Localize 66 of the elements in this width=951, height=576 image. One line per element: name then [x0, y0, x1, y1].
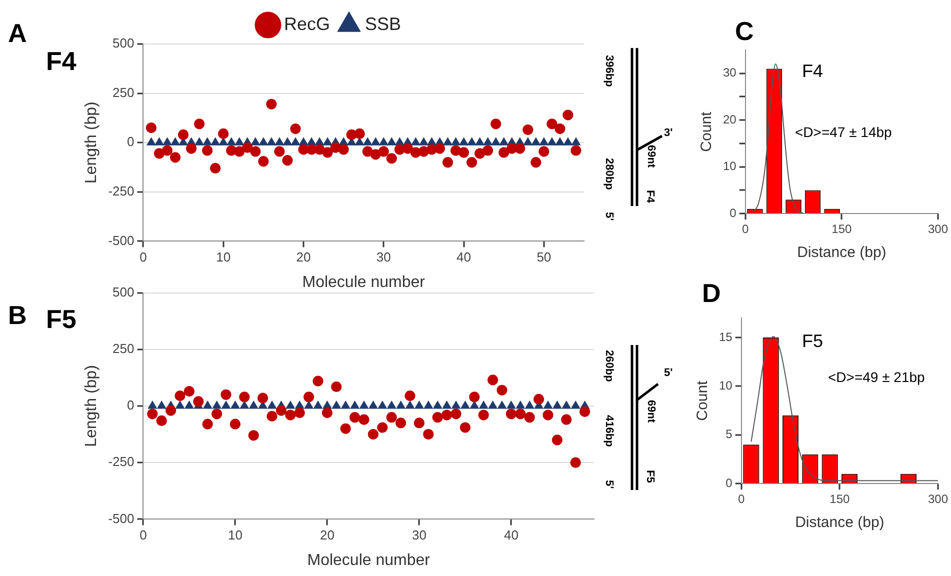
- x-tick-label: 300: [928, 222, 948, 236]
- x-axis-title: Distance (bp): [795, 514, 884, 532]
- x-tick-label: 300: [928, 492, 948, 506]
- text: D: [702, 278, 721, 308]
- x-axis-title: Distance (bp): [797, 244, 886, 262]
- y-tick-label: -500: [108, 232, 134, 248]
- text: 5': [603, 212, 615, 221]
- text: C: [735, 16, 754, 46]
- x-tick-label: 20: [320, 528, 334, 543]
- y-axis-title: Count: [698, 110, 716, 152]
- text: F5: [644, 470, 656, 483]
- text: 260bp: [603, 350, 615, 382]
- x-tick-label: 30: [376, 250, 391, 265]
- text: A: [8, 18, 27, 48]
- text: F4: [644, 190, 656, 203]
- text: 69nt: [645, 145, 657, 168]
- annotation: <D>=47 ± 14bp: [795, 124, 892, 140]
- annotation: <D>=49 ± 21bp: [828, 369, 925, 385]
- y-tick-label: 0: [726, 476, 733, 490]
- y-tick-label: 20: [722, 112, 737, 126]
- y-tick-label: 0: [126, 398, 134, 413]
- x-axis-title: Molecule number: [307, 552, 431, 569]
- y-tick-label: 15: [718, 330, 733, 344]
- x-tick-label: 0: [140, 250, 147, 265]
- chart-title: F5: [46, 304, 76, 334]
- text: 280bp: [603, 158, 615, 190]
- x-tick-label: 0: [742, 222, 750, 236]
- annotation: F4: [802, 61, 824, 81]
- x-tick-label: 10: [216, 250, 231, 265]
- y-tick-label: -250: [108, 454, 134, 470]
- text: 5': [603, 480, 615, 489]
- y-axis-title: Length (bp): [83, 365, 100, 447]
- y-axis-title: Count: [694, 380, 712, 421]
- text: 3': [664, 127, 673, 139]
- y-tick-label: -250: [108, 183, 134, 198]
- legend-label: RecG: [284, 14, 330, 34]
- text: 416bp: [603, 415, 615, 447]
- x-tick-label: 40: [456, 250, 472, 265]
- text: 5': [664, 367, 673, 379]
- x-tick-label: 40: [504, 528, 518, 543]
- text: 69nt: [645, 400, 657, 423]
- y-tick-label: 10: [718, 378, 733, 392]
- y-tick-label: 0: [126, 134, 134, 150]
- x-tick-label: 30: [412, 528, 426, 543]
- annotation: F5: [802, 331, 824, 351]
- y-axis-title: Length (bp): [83, 102, 100, 184]
- x-axis-title: Molecule number: [302, 274, 426, 291]
- x-tick-label: 0: [140, 528, 147, 543]
- y-tick-label: 250: [112, 84, 134, 100]
- y-tick-label: 5: [726, 427, 733, 442]
- y-tick-label: 500: [112, 284, 134, 300]
- x-tick-label: 50: [536, 250, 552, 265]
- x-tick-label: 150: [832, 222, 852, 236]
- x-tick-label: 10: [228, 528, 242, 543]
- text: B: [8, 300, 27, 330]
- y-tick-label: -500: [108, 510, 134, 526]
- y-tick-label: 500: [112, 36, 134, 51]
- x-tick-label: 150: [830, 492, 850, 506]
- y-tick-label: 250: [112, 340, 134, 356]
- chart-title: F4: [46, 46, 76, 76]
- legend-label: SSB: [364, 14, 402, 34]
- text: 396bp: [603, 55, 615, 87]
- y-tick-label: 0: [730, 206, 737, 220]
- y-tick-label: 10: [722, 159, 737, 174]
- y-tick-label: 30: [722, 66, 737, 80]
- x-tick-label: 20: [296, 250, 311, 265]
